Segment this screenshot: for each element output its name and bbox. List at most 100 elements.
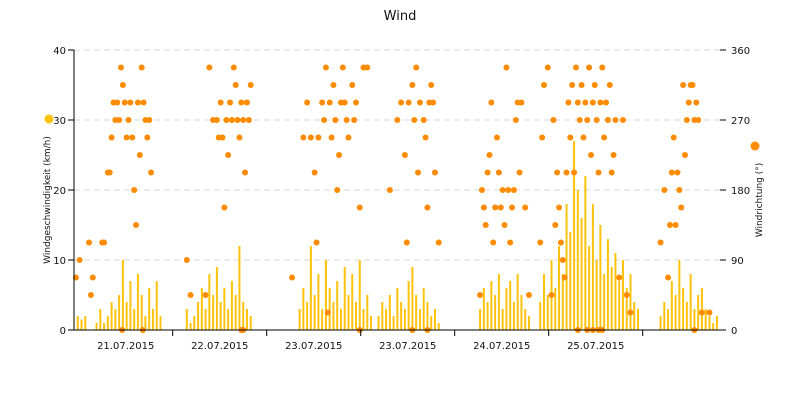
speed-bar — [407, 281, 410, 330]
speed-bar — [482, 288, 485, 330]
direction-point — [230, 64, 237, 71]
direction-point — [494, 134, 500, 141]
speed-bar — [573, 141, 576, 330]
speed-bar — [185, 309, 188, 330]
direction-point — [584, 117, 591, 123]
speed-legend-marker[interactable] — [44, 114, 54, 124]
direction-point — [401, 152, 408, 158]
direction-point — [698, 309, 705, 316]
speed-bar — [543, 274, 545, 330]
speed-bar — [347, 295, 350, 330]
y2-tick-label: 270 — [731, 116, 750, 127]
speed-bar — [516, 274, 519, 330]
speed-bar — [682, 288, 685, 330]
direction-point — [116, 117, 123, 123]
direction-point — [420, 117, 427, 123]
speed-bar — [193, 316, 196, 330]
speed-bar — [400, 302, 403, 330]
direction-point — [537, 239, 544, 246]
direction-point — [351, 117, 358, 123]
direction-point — [501, 222, 508, 228]
direction-point — [148, 169, 155, 176]
direction-point — [313, 239, 320, 246]
direction-point — [507, 239, 514, 246]
direction-point — [693, 99, 700, 106]
y2-tick-label: 180 — [731, 186, 750, 197]
speed-bar — [426, 302, 429, 330]
direction-point — [556, 204, 563, 211]
speed-bar — [114, 309, 117, 330]
speed-bar — [328, 288, 331, 330]
speed-bar — [106, 316, 109, 330]
direction-point — [127, 99, 134, 106]
direction-point — [603, 99, 610, 106]
speed-bar — [674, 295, 677, 330]
speed-bar — [546, 295, 549, 330]
direction-point — [424, 204, 431, 211]
speed-bar — [501, 309, 504, 330]
speed-bar — [689, 274, 692, 330]
speed-bar — [227, 309, 230, 330]
direction-point — [522, 204, 529, 211]
speed-bar — [625, 288, 628, 330]
direction-point — [539, 134, 546, 141]
speed-bar — [245, 309, 248, 330]
direction-point — [495, 169, 502, 176]
direction-point — [403, 239, 410, 246]
speed-bar — [215, 267, 218, 330]
speed-bar — [497, 274, 500, 330]
speed-bar — [580, 218, 583, 330]
direction-point — [227, 99, 234, 106]
speed-bar — [103, 323, 106, 330]
direction-point — [321, 117, 328, 123]
direction-legend-marker[interactable] — [750, 141, 760, 151]
speed-bar — [637, 309, 639, 330]
direction-point — [119, 82, 126, 88]
speed-bar — [403, 309, 406, 330]
speed-bar — [298, 309, 301, 330]
direction-point — [567, 134, 574, 141]
speed-bar — [144, 316, 147, 330]
speed-bar — [490, 281, 493, 330]
direction-point — [593, 117, 600, 123]
speed-bar — [712, 323, 715, 330]
speed-bar — [437, 323, 440, 330]
direction-point — [484, 169, 491, 176]
direction-point — [339, 64, 346, 71]
direction-point — [89, 274, 96, 281]
speed-bar — [663, 302, 666, 330]
direction-point — [604, 117, 611, 123]
direction-point — [206, 64, 213, 71]
direction-point — [599, 64, 606, 71]
speed-bar — [576, 190, 579, 330]
speed-bar — [433, 309, 436, 330]
direction-point — [565, 99, 572, 106]
speed-bar — [309, 246, 312, 330]
speed-bar — [133, 309, 136, 330]
direction-point — [341, 99, 348, 106]
direction-point — [503, 64, 510, 71]
y2-tick-label: 0 — [731, 326, 737, 337]
speed-bar — [238, 246, 241, 330]
speed-bar — [358, 260, 361, 330]
speed-bar — [704, 309, 707, 330]
speed-bar — [362, 309, 365, 330]
speed-bar — [370, 316, 373, 330]
direction-point — [415, 169, 422, 176]
x-tick-label: 23.07.2015 — [285, 341, 342, 352]
direction-point — [510, 187, 517, 193]
direction-point — [606, 82, 613, 88]
direction-point — [213, 117, 220, 123]
direction-point — [238, 99, 245, 106]
direction-point — [364, 64, 371, 71]
direction-point — [416, 99, 423, 106]
direction-point — [490, 239, 497, 246]
direction-point — [683, 117, 690, 123]
direction-point — [591, 82, 598, 88]
direction-point — [319, 99, 326, 106]
direction-point — [657, 239, 664, 246]
speed-bar — [396, 288, 399, 330]
direction-point — [482, 222, 489, 228]
direction-point — [428, 82, 435, 88]
direction-point — [557, 239, 564, 246]
